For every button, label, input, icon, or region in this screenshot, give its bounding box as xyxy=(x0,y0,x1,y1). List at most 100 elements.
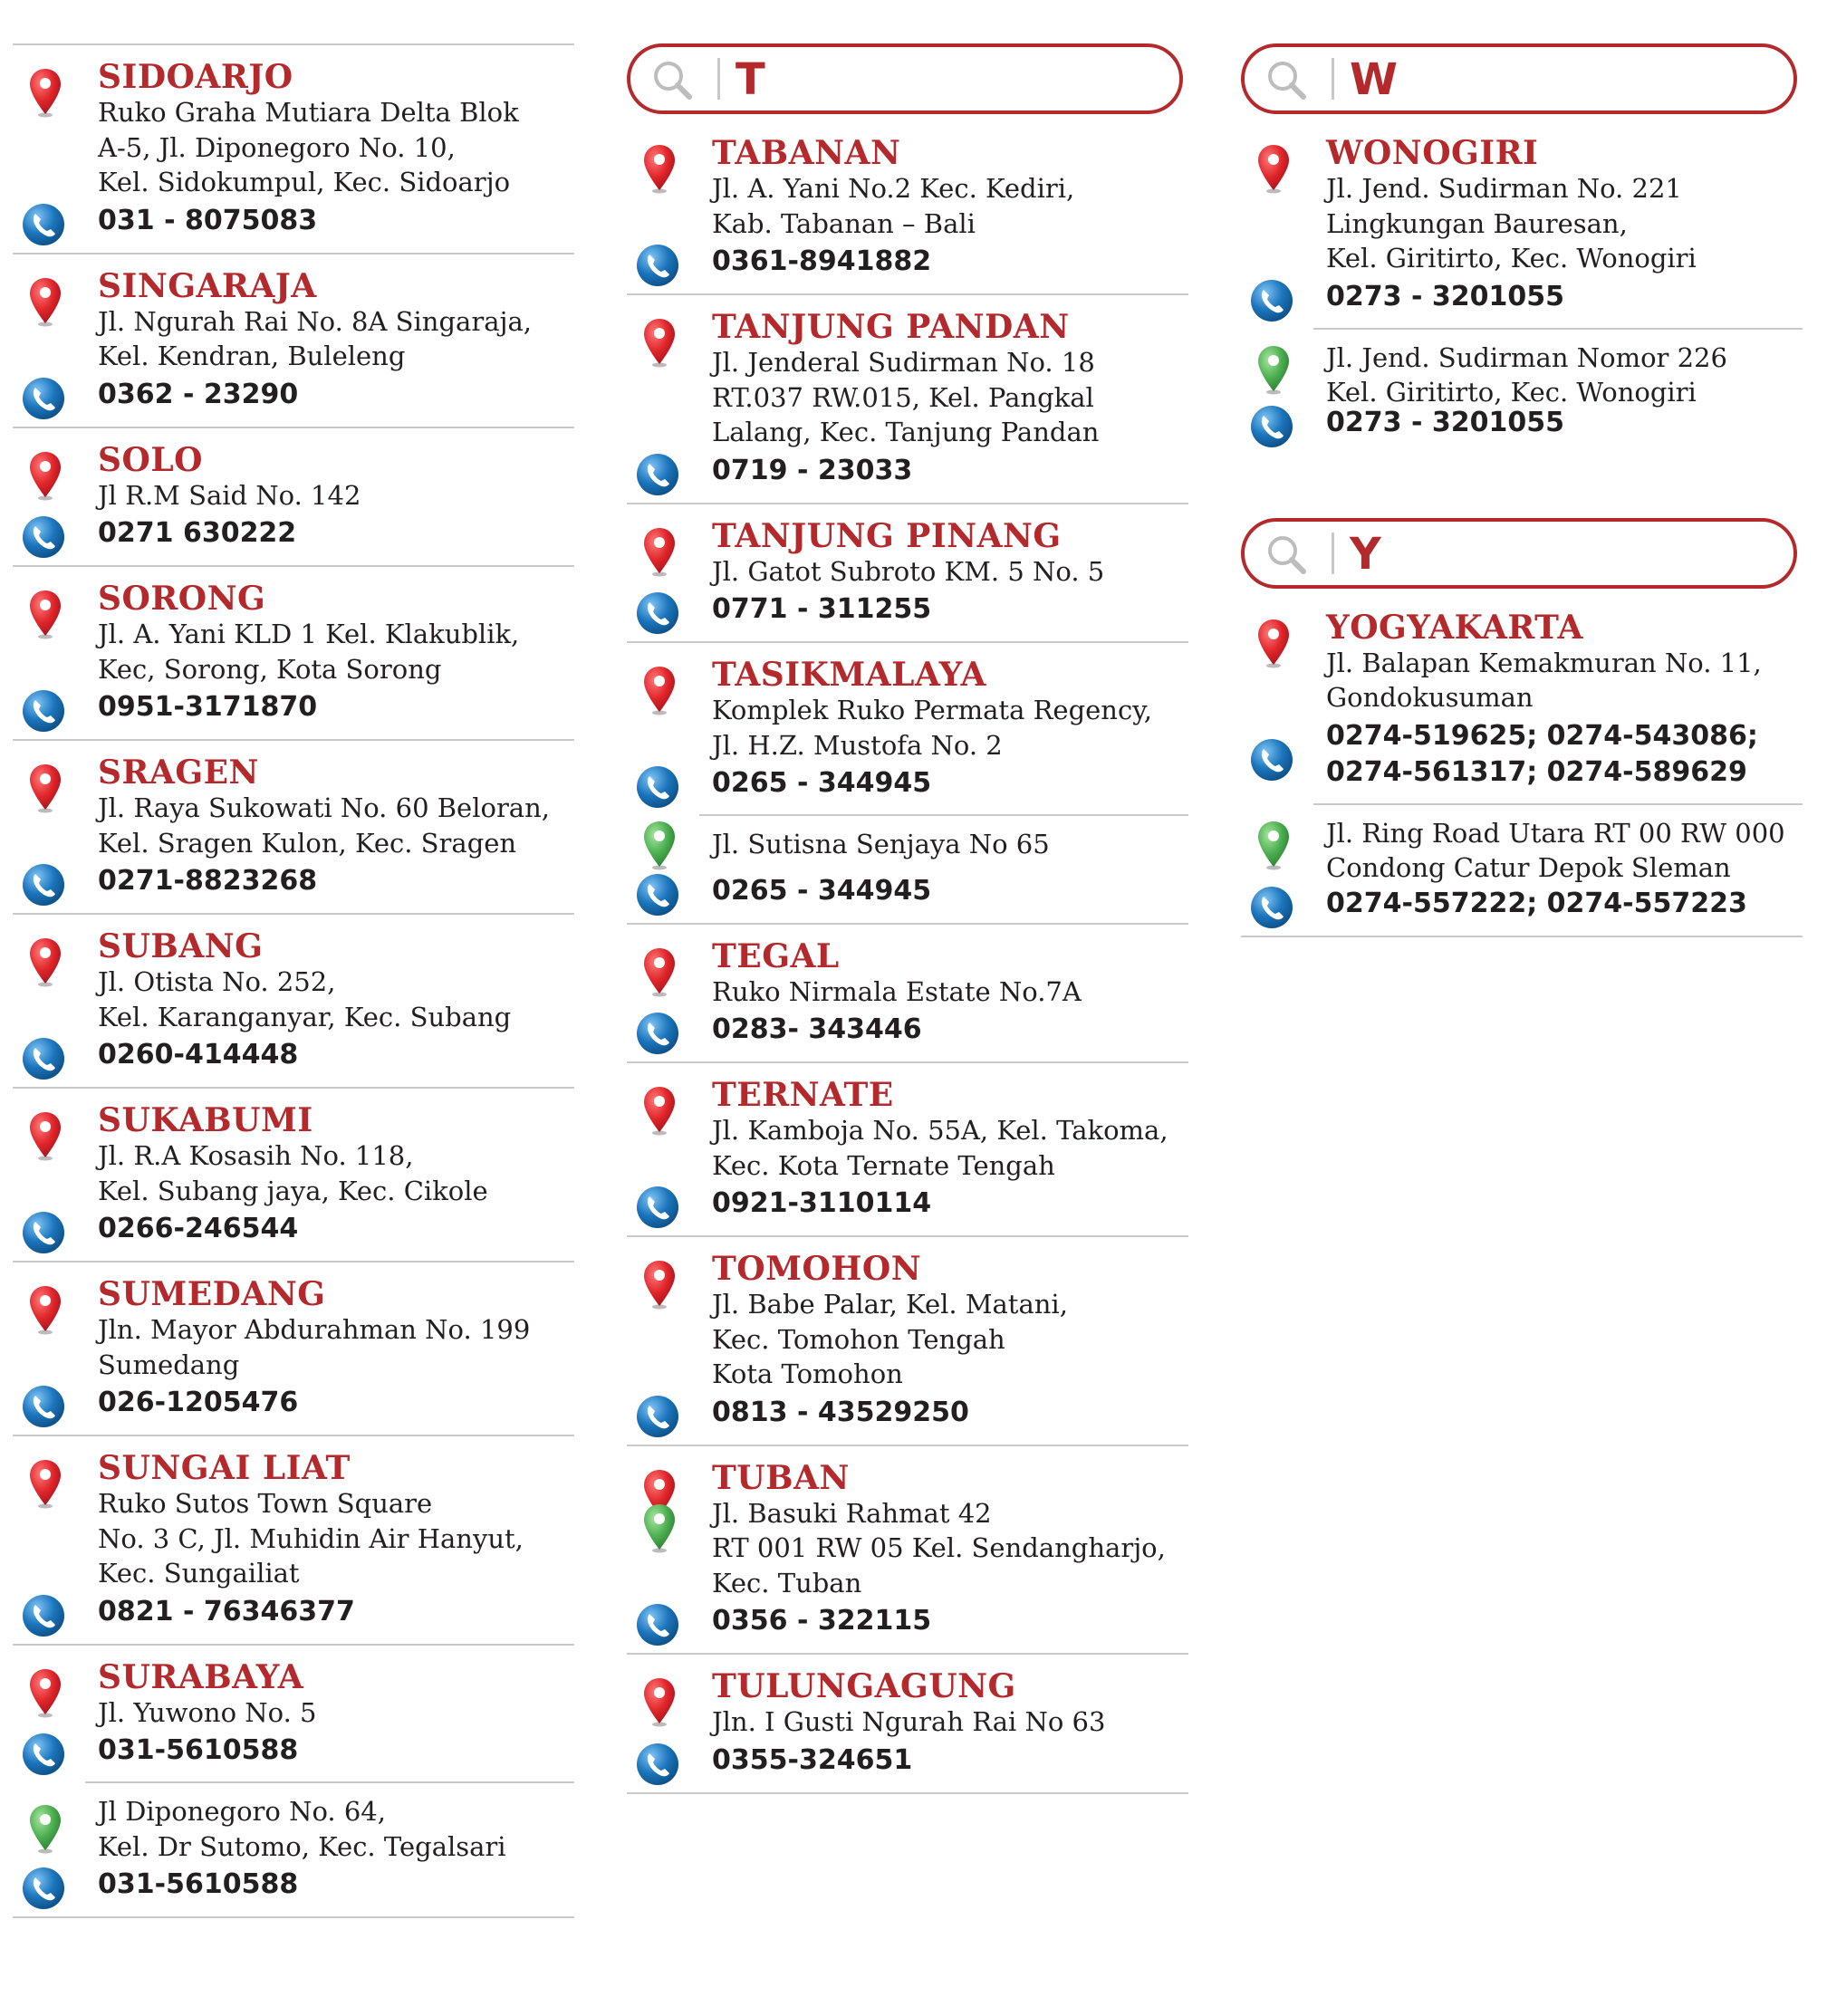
city-name: SUBANG xyxy=(98,927,264,965)
phone-number[interactable]: 0719 - 23033 xyxy=(712,454,913,486)
phone-icon xyxy=(20,1209,67,1256)
list-item: SOLO Jl R.M Said No. 142 0271 630222 xyxy=(13,428,574,567)
city-name: SRAGEN xyxy=(98,754,259,792)
phone-number[interactable]: 0356 - 322115 xyxy=(712,1605,932,1637)
address: Jl. Ring Road Utara RT 00 RW 000 Condong… xyxy=(1326,817,1785,884)
city-name: TASIKMALAYA xyxy=(712,656,986,694)
phone-number[interactable]: 0265 - 344945 xyxy=(712,874,932,907)
city-name: SINGARAJA xyxy=(98,266,317,305)
letter-header: T xyxy=(627,43,1183,114)
address: Jln. Mayor Abdurahman No. 199 Sumedang xyxy=(98,1314,531,1380)
green-pin-icon xyxy=(27,1803,63,1854)
phone-icon xyxy=(634,763,681,811)
search-icon xyxy=(1264,58,1308,101)
phone-icon xyxy=(634,1010,681,1057)
address: Jl. Jenderal Sudirman No. 18 RT.037 RW.0… xyxy=(712,347,1100,447)
address: Komplek Ruko Permata Regency, Jl. H.Z. M… xyxy=(712,695,1152,761)
phone-icon xyxy=(634,1741,681,1788)
phone-icon xyxy=(20,1383,67,1430)
address: Jl. Gatot Subroto KM. 5 No. 5 xyxy=(712,555,1105,587)
green-pin-icon xyxy=(1255,820,1292,870)
branch-item: Jl. Ring Road Utara RT 00 RW 000 Condong… xyxy=(1241,802,1803,922)
list-item: TANJUNG PANDAN Jl. Jenderal Sudirman No.… xyxy=(627,295,1188,504)
phone-icon xyxy=(20,514,67,561)
list-item: YOGYAKARTA Jl. Balapan Kemakmuran No. 11… xyxy=(1241,596,1803,937)
phone-number[interactable]: 0271 630222 xyxy=(98,517,297,549)
address: Jl. Kamboja No. 55A, Kel. Takoma, Kec. K… xyxy=(712,1115,1168,1181)
red-pin-icon xyxy=(27,1110,63,1161)
list-item: TEGAL Ruko Nirmala Estate No.7A 0283- 34… xyxy=(627,925,1188,1063)
red-pin-icon xyxy=(641,1085,678,1136)
phone-number[interactable]: 0355-324651 xyxy=(712,1743,913,1776)
phone-icon xyxy=(634,1393,681,1440)
address: Ruko Sutos Town Square No. 3 C, Jl. Muhi… xyxy=(98,1488,524,1589)
list-item: SUNGAI LIAT Ruko Sutos Town Square No. 3… xyxy=(13,1436,574,1646)
phone-icon xyxy=(20,201,67,248)
phone-icon xyxy=(20,1731,67,1778)
phone-number[interactable]: 0273 - 3201055 xyxy=(1326,406,1564,438)
list-item: TANJUNG PINANG Jl. Gatot Subroto KM. 5 N… xyxy=(627,504,1188,643)
list-item: SORONG Jl. A. Yani KLD 1 Kel. Klakublik,… xyxy=(13,567,574,741)
phone-number[interactable]: 031 - 8075083 xyxy=(98,204,318,236)
city-name: SUMEDANG xyxy=(98,1275,326,1313)
city-name: SORONG xyxy=(98,580,266,618)
address: Jl Diponegoro No. 64, Kel. Dr Sutomo, Ke… xyxy=(98,1796,506,1862)
city-name: TULUNGAGUNG xyxy=(712,1667,1016,1705)
phone-number[interactable]: 0813 - 43529250 xyxy=(712,1396,969,1428)
address: Jl. Jend. Sudirman Nomor 226 Kel. Giriti… xyxy=(1326,341,1727,408)
column-w-y: W WONOGIRI Jl. Jend. Sudirman No. 221 Li… xyxy=(1241,0,1803,937)
letter-header: W xyxy=(1241,43,1797,114)
red-pin-icon xyxy=(641,665,678,715)
phone-icon xyxy=(1248,403,1295,450)
address: Jl. Raya Sukowati No. 60 Beloran, Kel. S… xyxy=(98,792,550,859)
city-name: SUKABUMI xyxy=(98,1101,313,1139)
phone-number[interactable]: 0283- 343446 xyxy=(712,1013,922,1045)
address: Jl. Basuki Rahmat 42 RT 001 RW 05 Kel. S… xyxy=(712,1497,1166,1598)
address: Jl R.M Said No. 142 xyxy=(98,479,361,511)
phone-number[interactable]: 026-1205476 xyxy=(98,1387,299,1418)
phone-number[interactable]: 031-5610588 xyxy=(98,1734,299,1766)
phone-number[interactable]: 0921-3110114 xyxy=(712,1187,932,1219)
red-pin-icon xyxy=(27,450,63,501)
phone-number[interactable]: 0361-8941882 xyxy=(712,245,932,277)
city-name: WONOGIRI xyxy=(1326,134,1539,172)
phone-number[interactable]: 0951-3171870 xyxy=(98,691,318,723)
red-pin-icon xyxy=(27,67,63,118)
phone-number[interactable]: 031-5610588 xyxy=(98,1868,299,1900)
red-pin-icon xyxy=(27,589,63,639)
divider xyxy=(717,58,720,100)
red-pin-icon xyxy=(641,1676,678,1727)
branch-item: Jl. Sutisna Senjaya No 65 0265 - 344945 xyxy=(627,814,1188,909)
address: Jl. A. Yani KLD 1 Kel. Klakublik, Kec, S… xyxy=(98,619,520,685)
phone-number[interactable]: 0771 - 311255 xyxy=(712,593,932,625)
city-name: TABANAN xyxy=(712,134,901,172)
phone-number[interactable]: 0265 - 344945 xyxy=(712,767,932,799)
red-pin-icon xyxy=(641,1259,678,1310)
phone-icon xyxy=(634,242,681,289)
city-name: TANJUNG PINANG xyxy=(712,516,1062,555)
phone-number[interactable]: 0821 - 76346377 xyxy=(98,1595,355,1627)
phone-number[interactable]: 0260-414448 xyxy=(98,1039,299,1070)
city-name: TOMOHON xyxy=(712,1250,922,1288)
address: Jl. A. Yani No.2 Kec. Kediri, Kab. Taban… xyxy=(712,173,1075,239)
letter-header: Y xyxy=(1241,517,1797,589)
phone-number[interactable]: 0271-8823268 xyxy=(98,865,318,897)
list-item: SUBANG Jl. Otista No. 252, Kel. Karangan… xyxy=(13,915,574,1089)
list-item: TULUNGAGUNG Jln. I Gusti Ngurah Rai No 6… xyxy=(627,1655,1188,1794)
address: Jln. I Gusti Ngurah Rai No 63 xyxy=(712,1706,1106,1737)
list-item: WONOGIRI Jl. Jend. Sudirman No. 221 Ling… xyxy=(1241,121,1803,455)
phone-number[interactable]: 0362 - 23290 xyxy=(98,378,299,410)
phone-number[interactable]: 0274-557222; 0274-557223 xyxy=(1326,887,1747,919)
list-item: TABANAN Jl. A. Yani No.2 Kec. Kediri, Ka… xyxy=(627,121,1188,295)
column-t: T TABANAN Jl. A. Yani No.2 Kec. Kediri, … xyxy=(627,0,1188,1794)
phone-number[interactable]: 0274-519625; 0274-543086; 0274-561317; 0… xyxy=(1326,719,1758,788)
city-name: SIDOARJO xyxy=(98,58,293,96)
phone-number[interactable]: 0273 - 3201055 xyxy=(1326,280,1564,312)
phone-icon xyxy=(20,1035,67,1082)
phone-icon xyxy=(634,1601,681,1648)
section-letter: Y xyxy=(1350,528,1381,580)
red-pin-icon xyxy=(641,946,678,997)
green-pin-icon xyxy=(641,1502,678,1553)
phone-number[interactable]: 0266-246544 xyxy=(98,1213,299,1244)
city-name: TEGAL xyxy=(712,936,840,975)
